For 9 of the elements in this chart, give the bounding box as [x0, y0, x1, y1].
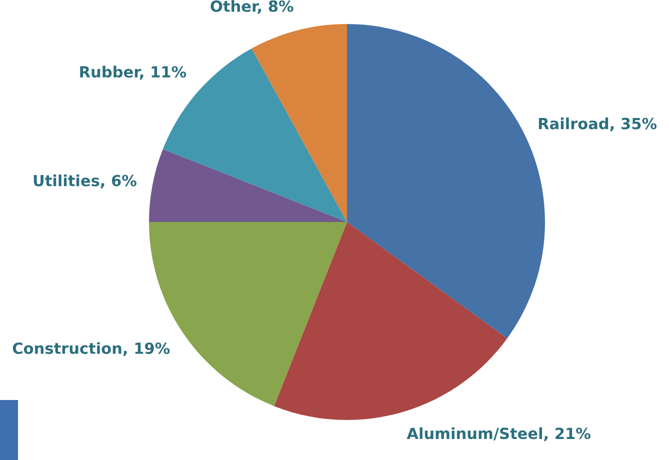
slice-label: Other, 8%: [210, 0, 294, 14]
slice-label: Rubber, 11%: [80, 66, 186, 80]
slice-label: Construction, 19%: [12, 342, 170, 356]
slice-label: Railroad, 35%: [538, 118, 657, 132]
slice-label: Aluminum/Steel, 21%: [406, 427, 590, 442]
pie-slice: [252, 24, 347, 222]
slice-label: Utilities, 6%: [34, 174, 136, 188]
pie-slice: [274, 222, 508, 420]
pie-slice: [149, 149, 347, 222]
